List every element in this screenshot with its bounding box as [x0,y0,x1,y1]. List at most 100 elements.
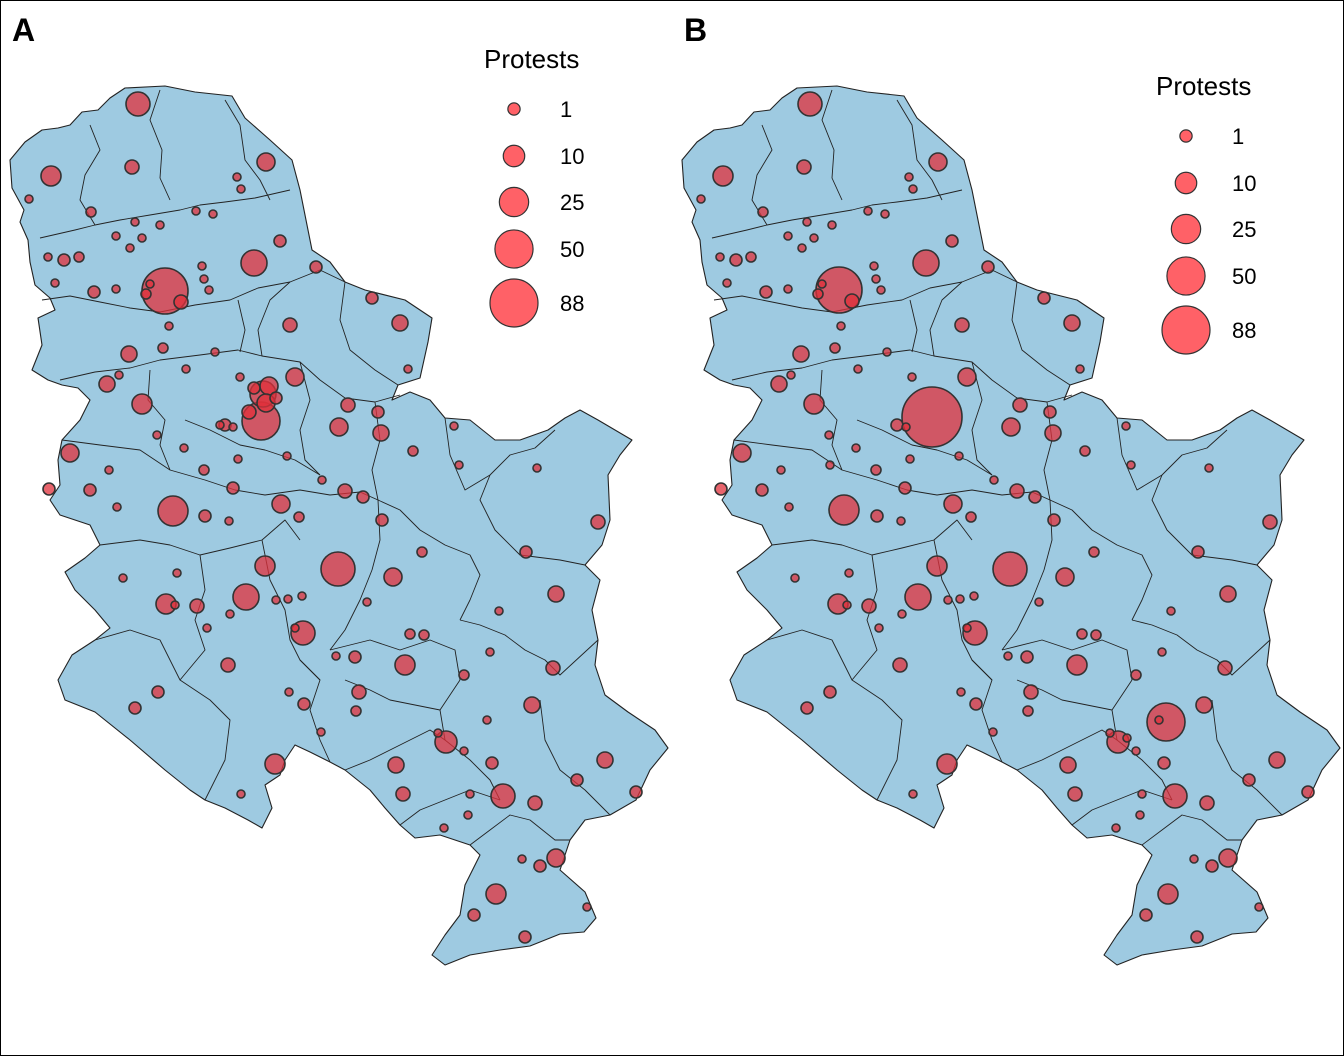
legend-key-1 [1179,129,1193,143]
protest-bubble [157,495,189,527]
protest-bubble [282,451,292,461]
protest-bubble [383,567,403,587]
protest-bubble [173,294,189,310]
protest-bubble [527,795,543,811]
protest-bubble [1088,546,1100,558]
legend-label-25: 25 [1232,217,1256,242]
protest-bubble [1157,647,1167,657]
protest-bubble [372,424,390,442]
protest-bubble [87,285,101,299]
legend-title-a: Protests [484,44,579,74]
protest-bubble [1157,883,1179,905]
protest-bubble [120,345,138,363]
legend-key-25 [498,186,530,218]
protest-bubble [395,786,411,802]
protest-bubble [191,206,201,216]
protest-bubble [936,753,958,775]
protest-bubble [485,883,507,905]
protest-bubble [1157,756,1171,770]
protest-bubble [215,420,225,430]
protest-bubble [1204,463,1214,473]
protest-bubble [928,152,948,172]
protest-bubble [770,375,788,393]
protest-bubble [284,687,294,697]
protest-bubble [783,284,793,294]
protest-bubble [454,460,464,470]
protest-bubble [85,206,97,218]
legend-label-25: 25 [560,190,584,215]
protest-bubble [356,490,370,504]
protest-bubble [459,746,469,756]
protest-bubble [254,555,276,577]
protest-bubble [882,347,892,357]
protest-bubble [458,669,470,681]
protest-bubble [518,930,532,944]
protest-bubble [329,417,349,437]
protest-bubble [901,386,963,448]
protest-bubble [130,217,140,227]
protest-bubble [83,483,97,497]
protest-bubble [1076,628,1088,640]
protest-bubble [715,252,725,262]
protest-bubble [316,727,326,737]
protest-bubble [757,206,769,218]
protest-bubble [157,342,169,354]
protest-bubble [1003,651,1013,661]
protest-bubble [112,502,122,512]
protest-bubble [896,516,906,526]
protest-bubble [256,152,276,172]
protest-bubble [394,654,416,676]
protest-bubble [533,859,547,873]
protest-bubble [1028,490,1042,504]
protest-bubble [823,685,837,699]
protest-bubble [60,443,80,463]
protest-bubble [220,657,236,673]
legend-label-50: 50 [1232,264,1256,289]
protest-bubble [912,249,940,277]
protest-bubble [1063,314,1081,332]
protest-bubble [824,430,834,440]
protest-bubble [467,908,481,922]
protest-bubble [908,184,918,194]
protest-bubble [904,583,932,611]
protest-bubble [945,234,959,248]
protest-bubble [233,454,243,464]
protest-bubble [861,598,877,614]
protest-bubble [901,422,911,432]
protest-bubble [140,288,152,300]
protest-bubble [784,502,794,512]
panel-b: B Protests 1 10 25 50 88 [681,12,1341,966]
protest-bubble [111,231,121,241]
protest-bubble [853,364,863,374]
protest-bubble [210,347,220,357]
protest-bubble [152,430,162,440]
protest-bubble [926,555,948,577]
protest-bubble [485,756,499,770]
protest-bubble [696,194,706,204]
legend-label-10: 10 [1232,171,1256,196]
protest-bubble [1037,291,1051,305]
protest-bubble [1012,397,1028,413]
protest-bubble [494,606,504,616]
protest-bubble [898,481,912,495]
protest-bubble [1242,773,1256,787]
protest-bubble [273,234,287,248]
legend-label-50: 50 [560,237,584,262]
protest-bubble [517,854,527,864]
protest-bubble [118,573,128,583]
protest-bubble [802,217,812,227]
protest-bubble [114,370,124,380]
protest-bubble [870,509,884,523]
protest-bubble [236,789,246,799]
protest-bubble [863,206,873,216]
legend-title-b: Protests [1156,71,1251,101]
protest-bubble [404,628,416,640]
protest-bubble [98,375,116,393]
protest-bubble [375,513,389,527]
protest-bubble [1121,421,1131,431]
protest-bubble [202,623,212,633]
protest-bubble [1090,629,1102,641]
protest-bubble [131,393,153,415]
protest-bubble [519,545,533,559]
protest-bubble [204,285,214,295]
